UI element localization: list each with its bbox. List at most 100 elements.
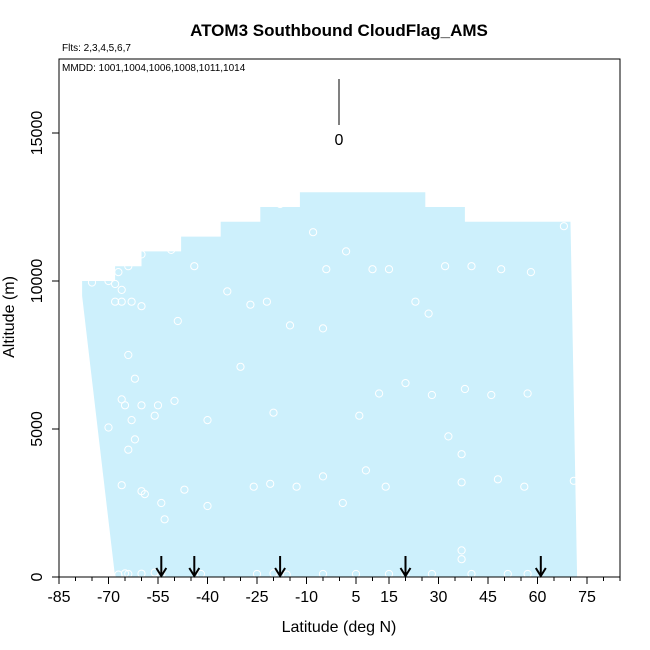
x-tick-label: 60 bbox=[529, 589, 547, 606]
data-point bbox=[140, 490, 149, 499]
data-point bbox=[137, 302, 146, 311]
data-point bbox=[342, 247, 351, 256]
data-point bbox=[223, 287, 232, 296]
data-point bbox=[117, 285, 126, 294]
data-point bbox=[130, 435, 139, 444]
x-tick-label: -10 bbox=[295, 589, 318, 606]
data-point bbox=[457, 478, 466, 487]
data-point bbox=[104, 423, 113, 432]
latitude-arrow-head bbox=[534, 567, 547, 578]
latitude-arrow-head bbox=[274, 567, 286, 578]
y-axis-label: Altitude (m) bbox=[1, 276, 18, 358]
data-point bbox=[401, 379, 410, 388]
data-point bbox=[114, 268, 123, 277]
data-point bbox=[266, 479, 275, 488]
data-point bbox=[153, 401, 163, 410]
data-point bbox=[441, 262, 450, 271]
x-tick-label: -55 bbox=[146, 589, 169, 606]
data-point bbox=[87, 278, 97, 287]
data-point bbox=[120, 401, 130, 410]
data-point bbox=[196, 569, 205, 579]
x-tick-label: -25 bbox=[245, 589, 268, 606]
flights-subtitle: Flts: 2,3,4,5,6,7 bbox=[62, 43, 131, 54]
data-point bbox=[384, 265, 394, 274]
data-point bbox=[203, 501, 212, 511]
data-point bbox=[246, 300, 255, 309]
data-point bbox=[249, 482, 258, 491]
flight-coverage-area bbox=[82, 192, 578, 577]
data-point bbox=[569, 476, 578, 485]
data-point bbox=[157, 498, 166, 508]
data-point bbox=[282, 570, 291, 579]
data-point bbox=[381, 482, 390, 491]
data-point bbox=[236, 362, 245, 371]
data-point bbox=[368, 265, 377, 274]
data-point bbox=[411, 297, 420, 306]
x-tick-label: 45 bbox=[479, 589, 497, 606]
data-point bbox=[322, 265, 331, 274]
data-point bbox=[457, 555, 466, 564]
data-point bbox=[104, 276, 113, 286]
data-point bbox=[150, 411, 159, 420]
data-point bbox=[292, 482, 301, 491]
data-point bbox=[497, 265, 506, 274]
x-tick-label: -40 bbox=[196, 589, 219, 606]
x-tick-label: 15 bbox=[380, 589, 398, 606]
y-tick-label: 15000 bbox=[29, 111, 46, 156]
latitude-arrows bbox=[155, 556, 547, 578]
x-tick-label: -70 bbox=[97, 589, 120, 606]
y-tick-label: 10000 bbox=[29, 259, 46, 304]
data-point bbox=[424, 309, 433, 318]
latitude-arrow-head bbox=[188, 567, 201, 578]
data-point bbox=[427, 390, 436, 400]
data-point bbox=[361, 466, 370, 475]
data-point bbox=[503, 569, 512, 579]
x-tick-label: 5 bbox=[352, 589, 361, 606]
data-point bbox=[117, 481, 126, 490]
latitude-arrow-head bbox=[399, 567, 412, 578]
data-point bbox=[457, 450, 466, 459]
data-point bbox=[493, 475, 502, 484]
data-point bbox=[309, 228, 318, 237]
data-point bbox=[467, 262, 476, 271]
x-tick-label: 75 bbox=[578, 589, 596, 606]
y-tick-label: 0 bbox=[29, 572, 46, 581]
data-point bbox=[111, 279, 120, 289]
data-point bbox=[87, 424, 97, 434]
legend-marker-label: 0 bbox=[335, 132, 344, 149]
data-point bbox=[137, 401, 146, 410]
x-tick-label: 30 bbox=[430, 589, 448, 606]
data-point bbox=[523, 569, 532, 579]
data-point bbox=[427, 569, 436, 579]
data-point bbox=[375, 389, 384, 398]
data-point bbox=[127, 297, 136, 306]
data-point bbox=[559, 222, 569, 231]
x-tick-label: -85 bbox=[47, 589, 70, 606]
data-point bbox=[276, 199, 285, 209]
data-point bbox=[355, 411, 364, 420]
data-point bbox=[487, 390, 496, 400]
data-point bbox=[318, 324, 328, 333]
data-point bbox=[523, 389, 532, 398]
data-point bbox=[111, 297, 120, 306]
data-point bbox=[285, 321, 295, 330]
x-axis-label: Latitude (deg N) bbox=[282, 619, 397, 636]
x-axis: -85 -70 -55 -40 -25 -10 5 15 30 45 60 75 bbox=[47, 576, 621, 606]
data-point bbox=[457, 546, 466, 555]
data-point bbox=[460, 384, 469, 394]
data-point bbox=[124, 445, 133, 454]
data-point bbox=[167, 245, 176, 254]
data-point bbox=[130, 374, 139, 383]
data-point bbox=[127, 416, 136, 425]
data-point bbox=[173, 316, 182, 326]
y-tick-label: 5000 bbox=[29, 411, 46, 447]
data-point bbox=[124, 569, 133, 579]
y-axis: 0 5000 10000 15000 bbox=[29, 111, 60, 581]
latitude-arrow-head bbox=[155, 567, 168, 578]
data-point bbox=[124, 350, 133, 360]
data-point bbox=[262, 297, 271, 306]
chart-title: ATOM3 Southbound CloudFlag_AMS bbox=[190, 21, 488, 40]
data-point bbox=[170, 396, 179, 405]
data-point bbox=[137, 250, 146, 259]
